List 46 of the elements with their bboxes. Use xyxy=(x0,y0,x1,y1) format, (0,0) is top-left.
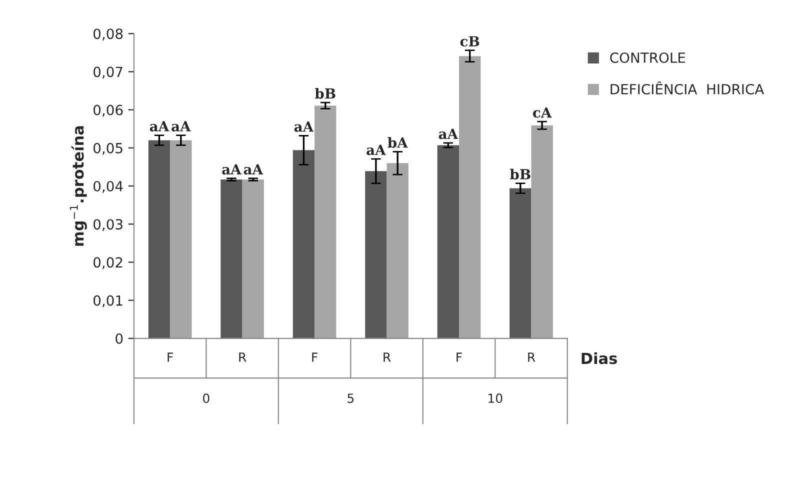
data-label: cB xyxy=(460,36,480,47)
bar xyxy=(365,171,387,338)
data-label: aA xyxy=(294,122,314,132)
x-tick-label: R xyxy=(384,352,391,362)
x-tick-label: F xyxy=(168,352,173,362)
y-tick-label: 0,06 xyxy=(94,104,123,117)
x-tick-label: F xyxy=(456,352,462,362)
x-tick-label: F xyxy=(312,352,318,362)
data-label: aA xyxy=(150,121,170,132)
bar xyxy=(292,150,315,338)
bar xyxy=(314,106,336,338)
y-tick-label: 0,08 xyxy=(94,28,123,40)
data-label: aA xyxy=(244,164,264,175)
text: 10 xyxy=(488,394,502,403)
x-axis-title: Dias xyxy=(582,352,617,364)
x-tick-label: R xyxy=(239,352,246,362)
data-label: aA xyxy=(222,164,242,175)
y-tick-label: 0,02 xyxy=(94,257,122,270)
bar xyxy=(510,188,532,338)
x-tick-label: R xyxy=(528,352,536,362)
legend-label: CONTROLE xyxy=(610,52,686,63)
bar xyxy=(170,140,192,338)
text: 5 xyxy=(348,394,354,403)
y-axis-title: mg$^{−1}$.proteína xyxy=(70,126,87,246)
data-label: bA xyxy=(388,137,408,148)
data-label: bB xyxy=(510,168,530,180)
data-label: aA xyxy=(366,144,386,156)
y-tick-label: 0,04 xyxy=(94,180,123,193)
bar xyxy=(437,145,460,338)
data-label: bB xyxy=(314,88,336,99)
data-label: aA xyxy=(172,121,191,132)
y-tick-label: 0 xyxy=(116,333,123,344)
bar xyxy=(148,140,170,338)
y-tick-label: 0,03 xyxy=(94,219,122,231)
text: 0 xyxy=(203,394,210,403)
y-tick-label: 0,07 xyxy=(94,66,122,79)
bar xyxy=(459,56,481,338)
y-tick-label: 0,05 xyxy=(94,142,122,155)
bar xyxy=(531,125,553,338)
bar xyxy=(386,163,408,338)
bar xyxy=(242,180,264,338)
data-label: cA xyxy=(533,107,552,118)
bar xyxy=(220,180,242,338)
y-tick-label: 0,01 xyxy=(94,295,122,308)
legend-label: DEFICIÊNCIA HIDRICA xyxy=(610,81,764,94)
data-label: aA xyxy=(438,128,458,140)
